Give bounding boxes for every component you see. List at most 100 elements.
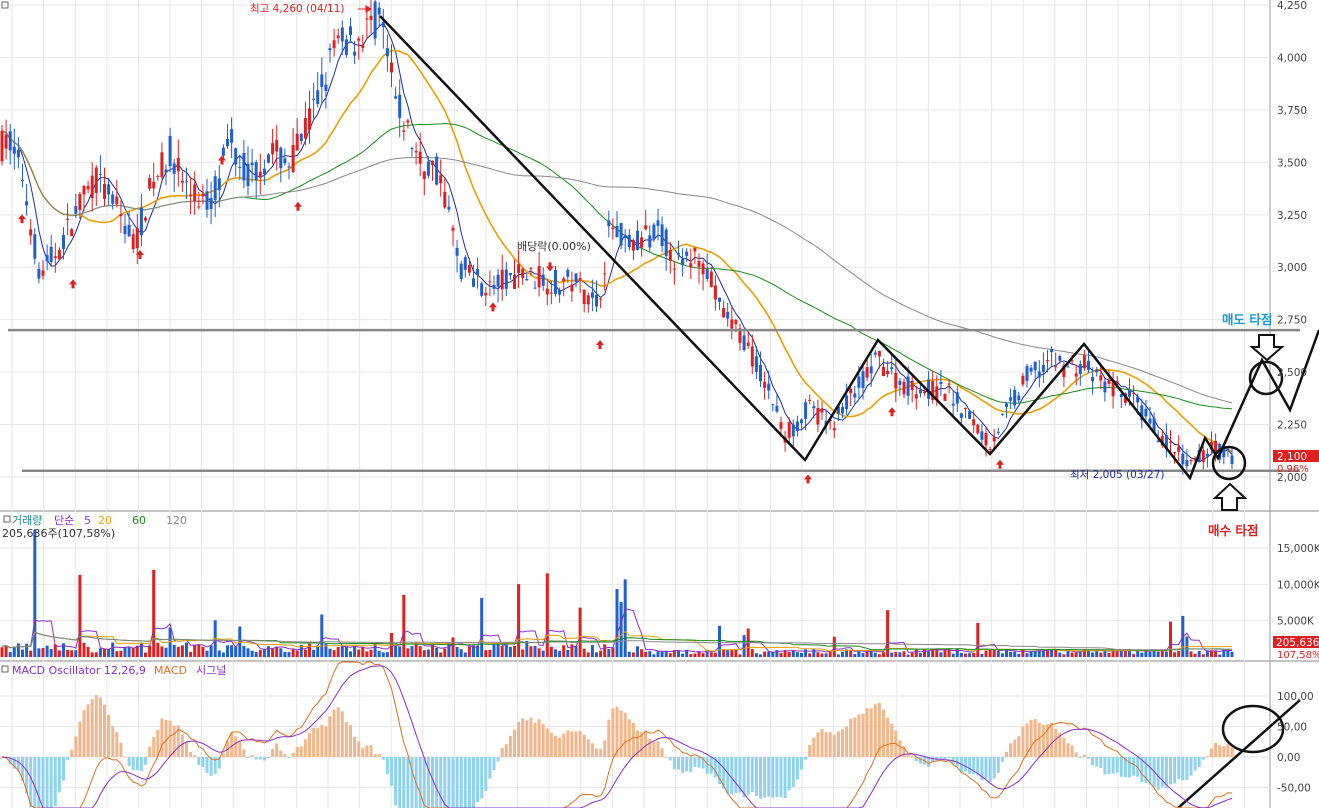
macd-histogram-bar xyxy=(49,757,53,808)
macd-histogram-bar xyxy=(644,730,648,757)
candle-body xyxy=(271,143,275,155)
volume-bar xyxy=(775,650,779,657)
candle-body xyxy=(336,35,340,39)
candle-body xyxy=(385,48,389,57)
buy-signal-icon xyxy=(489,302,497,312)
macd-histogram-bar xyxy=(98,697,102,757)
volume-bars xyxy=(0,529,1234,657)
volume-bar xyxy=(808,653,812,657)
macd-histogram-bar xyxy=(521,718,525,757)
macd-histogram-bar xyxy=(992,757,996,779)
macd-histogram-bar xyxy=(668,757,672,761)
macd-histogram-bar xyxy=(156,729,160,757)
volume-bar xyxy=(373,643,377,657)
volume-bar xyxy=(574,645,578,657)
volume-bar xyxy=(939,652,943,657)
volume-bar xyxy=(914,649,918,657)
volume-bar xyxy=(418,646,422,657)
candle-body xyxy=(898,380,902,385)
macd-histogram-bar xyxy=(488,757,492,779)
volume-bar xyxy=(226,645,229,657)
volume-bar xyxy=(779,652,783,657)
macd-histogram-bar xyxy=(681,757,685,773)
volume-bar xyxy=(578,607,582,657)
volume-bar xyxy=(115,651,119,657)
last-price-box xyxy=(1273,450,1319,462)
candle-body xyxy=(152,181,156,189)
candle-body xyxy=(832,428,836,431)
candle-body xyxy=(254,162,258,181)
candle-body xyxy=(558,289,562,295)
macd-histogram-bar xyxy=(980,757,984,780)
volume-bar xyxy=(398,646,402,657)
volume-bar xyxy=(324,643,328,657)
macd-histogram-bar xyxy=(1054,728,1058,757)
candle-body xyxy=(681,259,685,266)
volume-bar xyxy=(275,646,279,657)
candle-body xyxy=(1017,395,1021,401)
macd-histogram-bar xyxy=(172,725,176,757)
candle-body xyxy=(1041,364,1045,372)
volume-bar xyxy=(349,651,352,657)
volume-bar xyxy=(1021,649,1025,657)
volume-bar xyxy=(750,649,754,657)
macd-histogram-bar xyxy=(677,757,680,770)
macd-histogram-bar xyxy=(607,719,611,757)
macd-histogram-bar xyxy=(701,757,705,769)
volume-bar xyxy=(877,654,881,657)
volume-bar xyxy=(636,646,639,657)
candle-body xyxy=(615,225,619,238)
volume-bar xyxy=(783,650,787,657)
volume-bar xyxy=(918,653,922,657)
macd-histogram-bar xyxy=(1169,757,1172,785)
candle-body xyxy=(328,48,332,51)
volume-bar xyxy=(980,653,984,657)
candle-body xyxy=(816,408,820,425)
volume-bar xyxy=(853,654,857,657)
volume-bar xyxy=(447,642,451,657)
candle-body xyxy=(103,184,106,199)
macd-histogram-bar xyxy=(476,757,480,803)
macd-histogram-bar xyxy=(828,732,832,757)
macd-histogram-bar xyxy=(627,719,631,757)
volume-bar xyxy=(361,646,365,657)
volume-bar xyxy=(463,652,467,657)
macd-histogram-bar xyxy=(1033,719,1037,757)
macd-histogram-bar xyxy=(685,757,689,772)
candle-body xyxy=(357,38,361,41)
candle-body xyxy=(812,406,816,409)
candle-body xyxy=(570,284,574,292)
candle-body xyxy=(94,167,98,194)
support-resistance-lines xyxy=(8,328,1300,472)
buy-signal-icon xyxy=(804,474,812,484)
volume-bar xyxy=(123,647,127,657)
macd-histogram-bar xyxy=(590,743,594,757)
volume-bar xyxy=(1095,649,1099,657)
volume-bar xyxy=(742,635,746,657)
candle-body xyxy=(1000,413,1004,415)
candle-body xyxy=(590,292,594,298)
candle-body xyxy=(172,163,176,174)
volume-bar xyxy=(1226,649,1230,657)
price-tick-label: 3,000 xyxy=(1277,262,1307,274)
volume-bar xyxy=(935,650,939,657)
volume-bar xyxy=(754,653,758,657)
volume-bar xyxy=(738,654,742,657)
candle-body xyxy=(713,285,717,300)
candle-body xyxy=(1173,452,1177,454)
macd-histogram-bar xyxy=(1103,757,1107,775)
volume-bar xyxy=(1054,649,1058,657)
macd-histogram-bar xyxy=(119,742,123,757)
volume-bar xyxy=(931,649,935,657)
candle-body xyxy=(344,39,348,55)
candle-body xyxy=(45,255,49,262)
price-tick-label: 4,250 xyxy=(1277,0,1307,12)
candle-body xyxy=(664,229,668,256)
volume-bar xyxy=(1091,652,1095,657)
macd-histogram-bar xyxy=(648,738,652,757)
volume-bar xyxy=(705,649,709,657)
volume-bar xyxy=(992,649,996,657)
candle-body xyxy=(660,224,664,246)
macd-histogram-bar xyxy=(193,755,197,757)
volume-bar xyxy=(1078,652,1082,657)
